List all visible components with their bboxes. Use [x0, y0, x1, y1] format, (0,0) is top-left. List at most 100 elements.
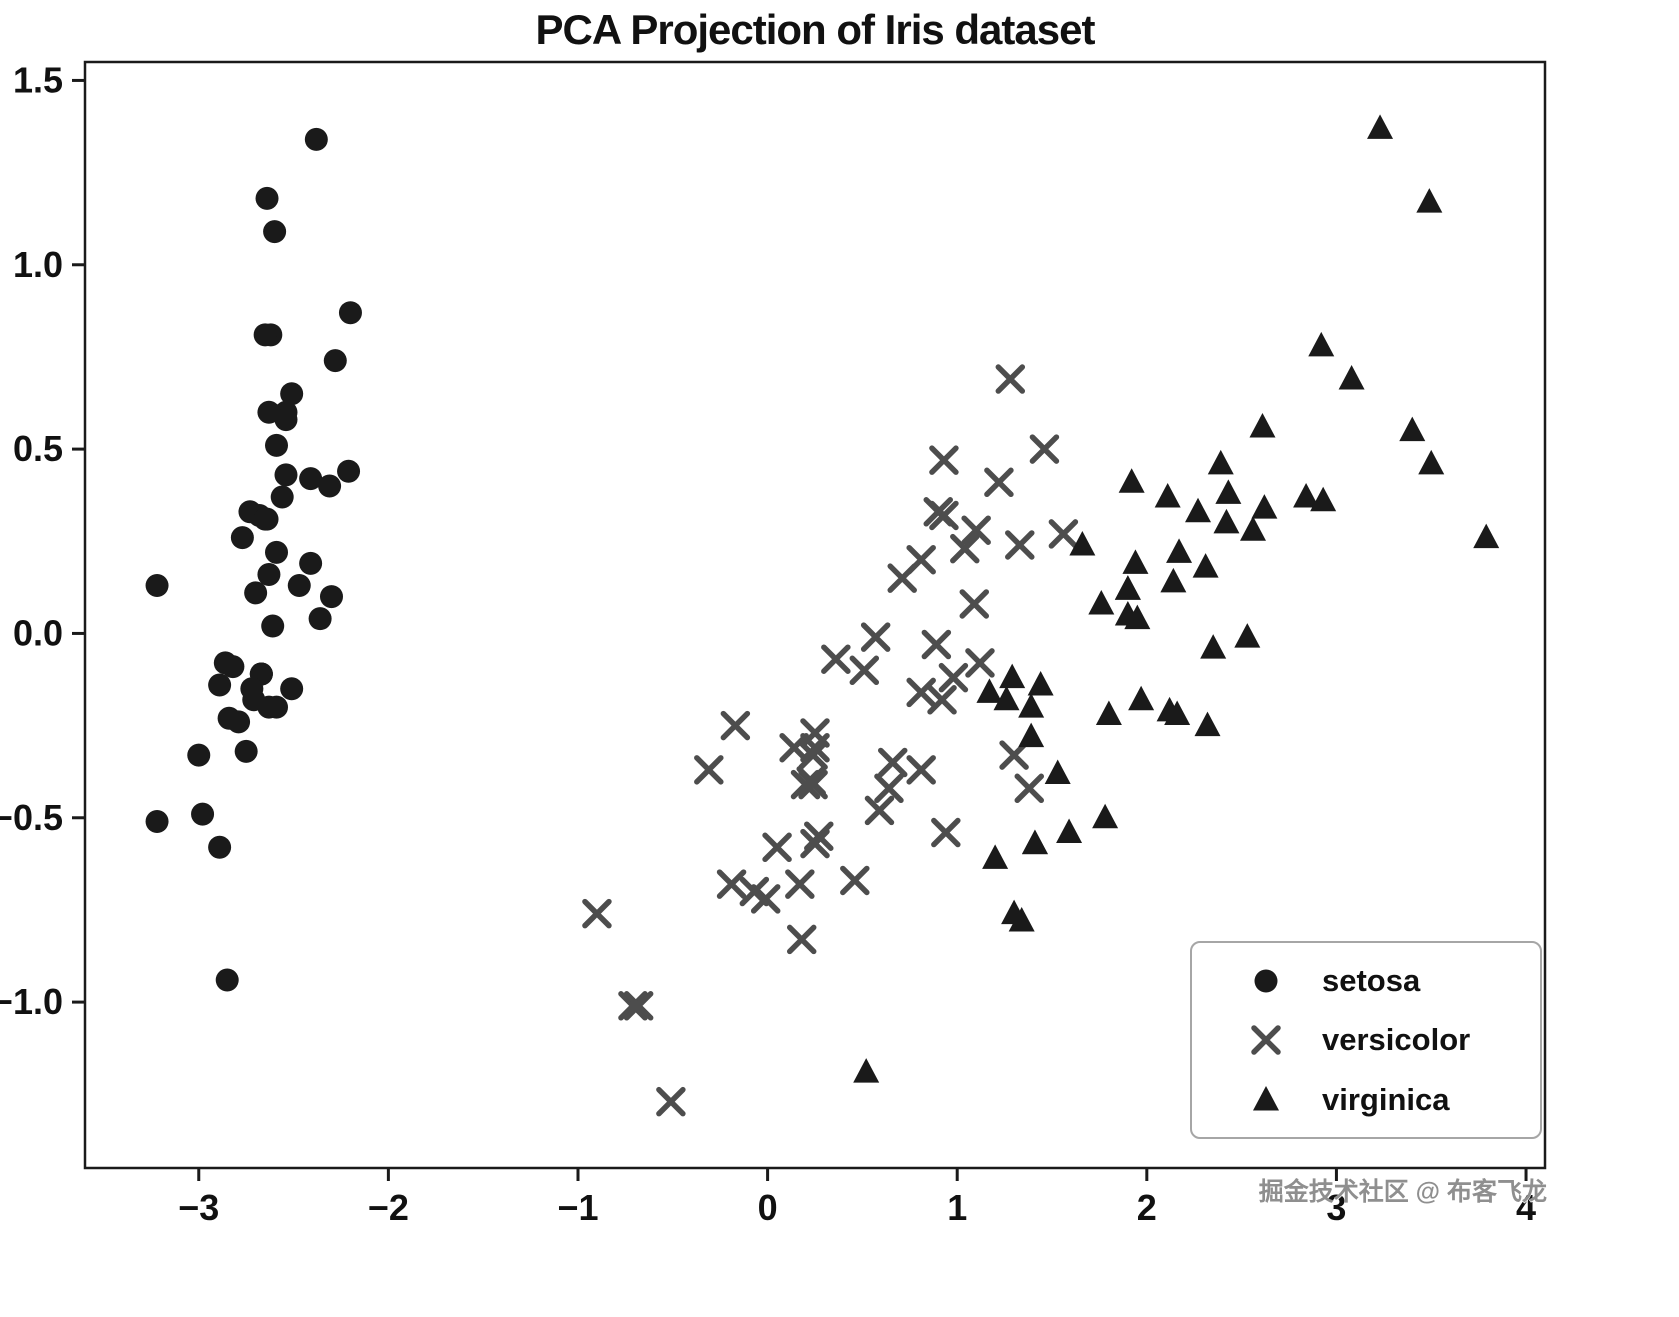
data-point [265, 433, 289, 457]
data-point [1118, 468, 1145, 493]
data-point [656, 1086, 686, 1117]
data-point [1399, 416, 1426, 442]
data-point [790, 769, 821, 800]
x-tick-label: 2 [1137, 1187, 1157, 1228]
plot-border [83, 60, 1547, 1170]
data-point [337, 459, 361, 483]
data-point [1154, 483, 1181, 508]
series-virginica [853, 114, 1500, 1083]
versicolor-x-icon [1251, 1025, 1281, 1055]
data-point [800, 732, 830, 763]
data-point [304, 127, 328, 151]
setosa-circle-icon [1254, 969, 1278, 992]
data-point [338, 301, 362, 325]
data-point [1021, 829, 1048, 855]
y-tick-label: 0.5 [13, 428, 63, 469]
data-point [1088, 589, 1115, 615]
data-point [270, 485, 294, 509]
data-point [1014, 773, 1045, 804]
data-point [623, 991, 654, 1021]
data-point [1249, 412, 1276, 438]
data-point [274, 463, 298, 487]
legend: setosa versicolor virginica [1190, 941, 1542, 1139]
data-point [1029, 434, 1060, 464]
series-setosa [145, 127, 362, 992]
data-point [982, 844, 1009, 869]
data-point [263, 220, 287, 244]
data-point [840, 865, 870, 896]
data-point [1114, 601, 1141, 626]
data-point [215, 968, 239, 992]
data-point [1251, 494, 1278, 519]
data-point [280, 382, 304, 406]
x-tick-label: 1 [947, 1187, 967, 1228]
data-point [798, 769, 828, 800]
data-point [694, 755, 724, 785]
data-point [1200, 634, 1227, 659]
data-point [965, 648, 995, 678]
data-point [927, 685, 957, 715]
data-point [906, 544, 936, 575]
data-point [1253, 1085, 1279, 1110]
data-point [1213, 508, 1240, 534]
data-point [906, 677, 936, 708]
virginica-triangle-icon [1253, 1085, 1279, 1110]
data-point [959, 589, 990, 619]
legend-item-virginica: virginica [1192, 1078, 1540, 1122]
data-point [931, 817, 961, 848]
data-point [244, 581, 268, 605]
data-point [1056, 818, 1083, 844]
data-point [1215, 479, 1242, 504]
data-point [1001, 899, 1028, 925]
data-point [1114, 575, 1141, 600]
data-point [1207, 449, 1234, 475]
data-point [995, 364, 1026, 394]
data-point [265, 695, 289, 719]
data-point [318, 474, 342, 498]
data-point [213, 651, 237, 675]
data-point [1069, 530, 1096, 556]
data-point [308, 607, 332, 631]
data-point [1027, 671, 1054, 696]
data-point [257, 562, 281, 586]
data-point [1234, 623, 1261, 648]
data-point [785, 869, 815, 899]
series-versicolor [582, 364, 1079, 1117]
data-point [800, 828, 830, 859]
data-point [582, 898, 612, 929]
data-point [145, 809, 169, 833]
data-point [1308, 331, 1335, 357]
data-point [923, 497, 953, 527]
data-point [319, 585, 343, 609]
data-point [323, 349, 347, 373]
data-point [299, 467, 323, 491]
data-point [1192, 553, 1219, 578]
y-tick-label: −0.5 [0, 797, 63, 838]
data-point [929, 445, 959, 475]
data-point [253, 323, 277, 347]
data-point [999, 663, 1026, 689]
chart-title: PCA Projection of Iris dataset [535, 6, 1096, 53]
y-tick-label: 1.0 [13, 244, 63, 285]
y-tick-label: 1.5 [13, 59, 63, 100]
data-point [1251, 1025, 1281, 1055]
data-point [230, 526, 254, 550]
x-tick-label: 0 [758, 1187, 778, 1228]
data-point [984, 467, 1014, 498]
data-point [1164, 700, 1191, 726]
x-tick-label: 4 [1516, 1187, 1536, 1228]
data-point [280, 677, 304, 701]
legend-label-versicolor: versicolor [1322, 1022, 1471, 1057]
data-point [849, 655, 880, 686]
data-point [255, 186, 279, 210]
data-point [265, 540, 289, 564]
data-point [950, 533, 980, 564]
data-point [1122, 549, 1149, 574]
data-point [860, 622, 891, 652]
data-point [779, 732, 809, 763]
data-point [618, 991, 648, 1021]
data-point [299, 551, 323, 575]
legend-item-setosa: setosa [1192, 959, 1540, 1003]
y-tick-label: −1.0 [0, 981, 63, 1022]
